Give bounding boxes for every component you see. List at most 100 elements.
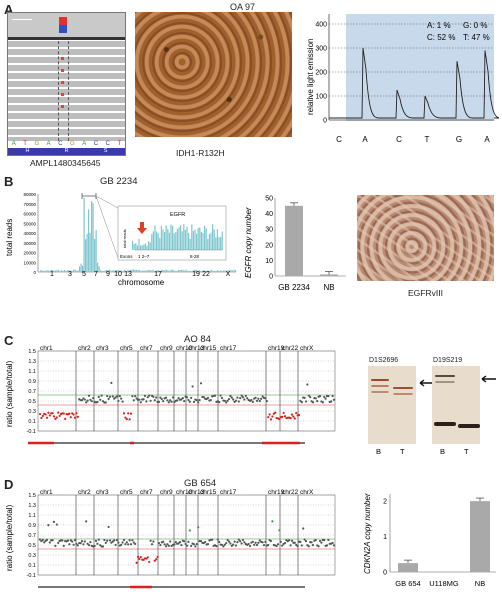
reads-bar xyxy=(50,269,52,272)
reads-bar xyxy=(173,270,175,272)
reads-bar xyxy=(101,270,103,272)
reads-bar xyxy=(73,269,75,272)
panel_c-probe-point xyxy=(145,400,148,403)
pyro-xtick: A xyxy=(362,135,368,144)
panel_d-probe-point xyxy=(325,544,329,547)
igv-base: G xyxy=(70,141,75,147)
panel_d-probe-point xyxy=(38,538,42,541)
panel_d-probe-point xyxy=(114,543,117,547)
panel_c-probe-point xyxy=(223,399,226,402)
panel_c-probe-point xyxy=(128,418,131,421)
reads-bar xyxy=(104,270,106,272)
panel_d-probe-point xyxy=(279,540,282,543)
panel_d-probe-point xyxy=(162,540,165,543)
panel_d-probe-point xyxy=(61,539,64,542)
reads-bar xyxy=(77,270,79,272)
panel_c-probe-point xyxy=(260,397,263,400)
reads-bar xyxy=(118,270,120,272)
panel_c-probe-point xyxy=(311,401,315,404)
igv-base: C xyxy=(105,141,110,147)
panel_c-probe-point xyxy=(268,413,271,416)
panel_c-probe-point xyxy=(86,399,89,402)
panel_c-ytick: 0.9 xyxy=(28,379,36,385)
panel_c-probe-point xyxy=(117,399,120,403)
reads-bar xyxy=(107,270,109,272)
reads-bar xyxy=(124,269,126,272)
inset-bar xyxy=(160,225,162,250)
reads-bar xyxy=(106,269,108,272)
panel_d-probe-point xyxy=(127,543,130,546)
panel_c-probe-point xyxy=(332,398,336,401)
panel_c-probe-point xyxy=(41,414,44,418)
inset-bar xyxy=(170,224,172,250)
reads-bar xyxy=(113,270,115,272)
inset-exon-b: 8-28 xyxy=(190,254,200,259)
panel_c-chrom-label: chr3 xyxy=(96,345,109,352)
inset-bar xyxy=(172,225,174,250)
panel_d-probe-point xyxy=(76,544,79,547)
reads-bar xyxy=(65,270,67,272)
panel_c-probe-point xyxy=(183,399,186,403)
gel-lane-4: T xyxy=(464,447,469,456)
reads-xtick: 1 xyxy=(50,271,54,278)
reads-bar xyxy=(52,270,54,272)
panel_c-probe-point xyxy=(267,416,270,419)
inset-bar xyxy=(202,232,204,250)
panel_d-probe-point xyxy=(289,544,292,547)
reads-bar xyxy=(154,270,156,272)
inset-bar xyxy=(173,233,175,250)
egfr-copy-chart: EGFR copy number 50 40 30 20 10 0 GB 2234 NB xyxy=(244,196,346,292)
reads-bar xyxy=(139,270,141,272)
reads-xtick: 10 xyxy=(114,271,122,278)
panel_d-probe-point xyxy=(159,544,162,547)
panel_d-chrom-label: chr2 xyxy=(78,489,91,496)
panel_c-probe-point xyxy=(152,395,155,398)
inset-bar xyxy=(205,228,207,250)
panel_d-probe-point xyxy=(87,544,91,547)
inset-bar xyxy=(149,242,151,250)
panel_c-probe-point xyxy=(191,385,194,388)
panel_c-probe-point xyxy=(255,399,259,402)
panel_d-probe-point xyxy=(197,526,200,529)
panel_d-probe-point xyxy=(237,538,240,541)
panel_c-probe-point xyxy=(257,397,260,400)
panel_c-probe-point xyxy=(47,411,50,414)
panel_c-probe-point xyxy=(85,401,88,404)
reads-bar xyxy=(130,269,132,272)
panel_d-probe-point xyxy=(281,544,284,547)
reads-bar xyxy=(97,262,99,272)
panel_d-chrom-label: chr10 xyxy=(176,489,193,496)
pyro-ylabel: relative light emission xyxy=(306,39,315,115)
panel_d-probe-point xyxy=(97,538,100,541)
reads-bar xyxy=(223,270,225,272)
panel_d-probe-point xyxy=(253,543,256,546)
panel_c-probe-point xyxy=(115,395,119,398)
inset-bar xyxy=(199,227,201,250)
panel_c-probe-point xyxy=(38,412,42,416)
reads-bar xyxy=(67,270,69,272)
panel_d-probe-point xyxy=(241,538,245,542)
panel_d-probe-point xyxy=(227,540,231,543)
panel_d-chrom-label: chr13 xyxy=(188,489,205,496)
panel_c-probe-point xyxy=(304,400,308,403)
inset-bar xyxy=(157,233,159,250)
pyro-ytick: 200 xyxy=(315,70,327,77)
panel_d-probe-point xyxy=(129,543,133,546)
panel_c-ytick: -0.1 xyxy=(27,429,36,435)
reads-bar xyxy=(43,270,45,272)
gel-label-d1s2696: D1S2696 xyxy=(369,357,399,364)
reads-bar xyxy=(53,270,55,272)
panel_c-probe-point xyxy=(148,394,151,397)
reads-bar xyxy=(187,270,189,272)
igv-base: C xyxy=(93,141,99,147)
panel_c-probe-point xyxy=(68,412,71,415)
panel-d-letter: D xyxy=(4,477,14,492)
reads-bar xyxy=(232,270,234,272)
inset-bar xyxy=(135,243,137,250)
inset-bar xyxy=(216,229,218,250)
reads-bar xyxy=(220,270,222,272)
pyro-xtick: G xyxy=(456,135,462,144)
reads-bar xyxy=(221,270,223,272)
panel_c-chrom-label: chr1 xyxy=(40,345,53,352)
panel_c-probe-point xyxy=(187,398,190,402)
